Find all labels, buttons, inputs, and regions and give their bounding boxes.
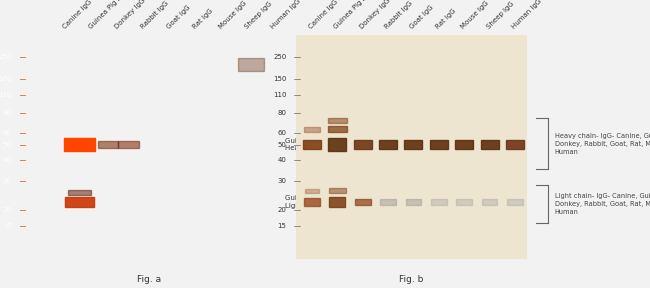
Text: 150: 150 [273, 77, 287, 82]
Bar [328, 126, 346, 132]
Text: 20: 20 [278, 207, 287, 213]
Text: 110: 110 [273, 92, 287, 98]
Bar [65, 197, 94, 207]
Text: Donkey IgG: Donkey IgG [114, 0, 147, 30]
Text: Sheep IgG: Sheep IgG [486, 1, 515, 30]
Bar [482, 199, 497, 205]
Bar [328, 118, 346, 123]
Bar [380, 199, 396, 205]
Text: Rabbit IgG: Rabbit IgG [384, 0, 414, 30]
Bar [329, 188, 346, 193]
Text: 60: 60 [3, 130, 12, 137]
Bar [430, 140, 448, 149]
Bar [118, 141, 139, 148]
Text: 250: 250 [0, 54, 12, 60]
Bar [404, 140, 422, 149]
Text: 20: 20 [3, 207, 12, 213]
Text: Rat IgG: Rat IgG [435, 8, 457, 30]
Text: Light chain- IgG- Canine, Guinea Pig,
Donkey, Rabbit, Goat, Rat, Mouse, Sheep,
H: Light chain- IgG- Canine, Guinea Pig, Do… [554, 193, 650, 215]
Text: Guinea Pig IgG: Guinea Pig IgG [88, 0, 129, 30]
Text: Heavy chain- IgG- Canine, Guinea Pig,
Donkey, Rabbit, Goat, Rat, Mouse, Sheep,
H: Heavy chain- IgG- Canine, Guinea Pig, Do… [554, 132, 650, 154]
Text: 30: 30 [278, 178, 287, 183]
Bar [304, 198, 320, 206]
Bar [480, 140, 499, 149]
Bar [355, 198, 370, 205]
Text: Sheep IgG: Sheep IgG [244, 1, 274, 30]
Text: Rat IgG: Rat IgG [192, 8, 215, 30]
Bar [304, 189, 319, 193]
Bar [304, 127, 320, 132]
Text: Mouse IgG: Mouse IgG [460, 0, 490, 30]
Text: Rabbit IgG: Rabbit IgG [140, 0, 170, 30]
Text: Donkey IgG: Donkey IgG [358, 0, 391, 30]
Text: Canine IgG: Canine IgG [62, 0, 94, 30]
Bar [455, 140, 473, 149]
Text: Human IgG: Human IgG [270, 0, 302, 30]
Text: 50: 50 [278, 142, 287, 148]
Bar [68, 190, 91, 195]
Bar [303, 140, 321, 149]
Bar [330, 197, 345, 206]
Text: 110: 110 [0, 92, 12, 98]
Text: 60: 60 [278, 130, 287, 137]
Text: 160: 160 [0, 77, 12, 82]
Bar [238, 58, 264, 71]
Text: 250: 250 [273, 54, 287, 60]
Text: 15: 15 [3, 223, 12, 228]
Text: Goat IgG: Goat IgG [410, 4, 435, 30]
Bar [456, 199, 472, 205]
Text: Guinea Pig IgG
Light chain: Guinea Pig IgG Light chain [285, 195, 336, 209]
Text: 80: 80 [3, 110, 12, 116]
Bar [64, 138, 95, 151]
Bar [379, 140, 397, 149]
Bar [507, 199, 523, 205]
Text: Guinea Pig IgG
Heavy chain: Guinea Pig IgG Heavy chain [285, 138, 336, 151]
Bar [98, 141, 118, 148]
Bar [354, 140, 372, 149]
Bar [431, 199, 447, 205]
Text: Mouse IgG: Mouse IgG [218, 0, 248, 30]
Text: Fig. a: Fig. a [137, 275, 162, 284]
Text: Human IgG: Human IgG [511, 0, 543, 30]
Text: Fig. b: Fig. b [399, 275, 423, 284]
Text: 30: 30 [3, 178, 12, 183]
Bar [406, 199, 421, 205]
Bar [328, 138, 346, 151]
Bar [506, 140, 524, 149]
Text: Guinea Pig IgG: Guinea Pig IgG [333, 0, 374, 30]
Text: Goat IgG: Goat IgG [166, 4, 192, 30]
Text: Canine IgG: Canine IgG [307, 0, 339, 30]
Text: 15: 15 [278, 223, 287, 228]
Text: 50: 50 [3, 142, 12, 148]
Text: 40: 40 [3, 157, 12, 163]
Text: 80: 80 [278, 110, 287, 116]
Text: 40: 40 [278, 157, 287, 163]
